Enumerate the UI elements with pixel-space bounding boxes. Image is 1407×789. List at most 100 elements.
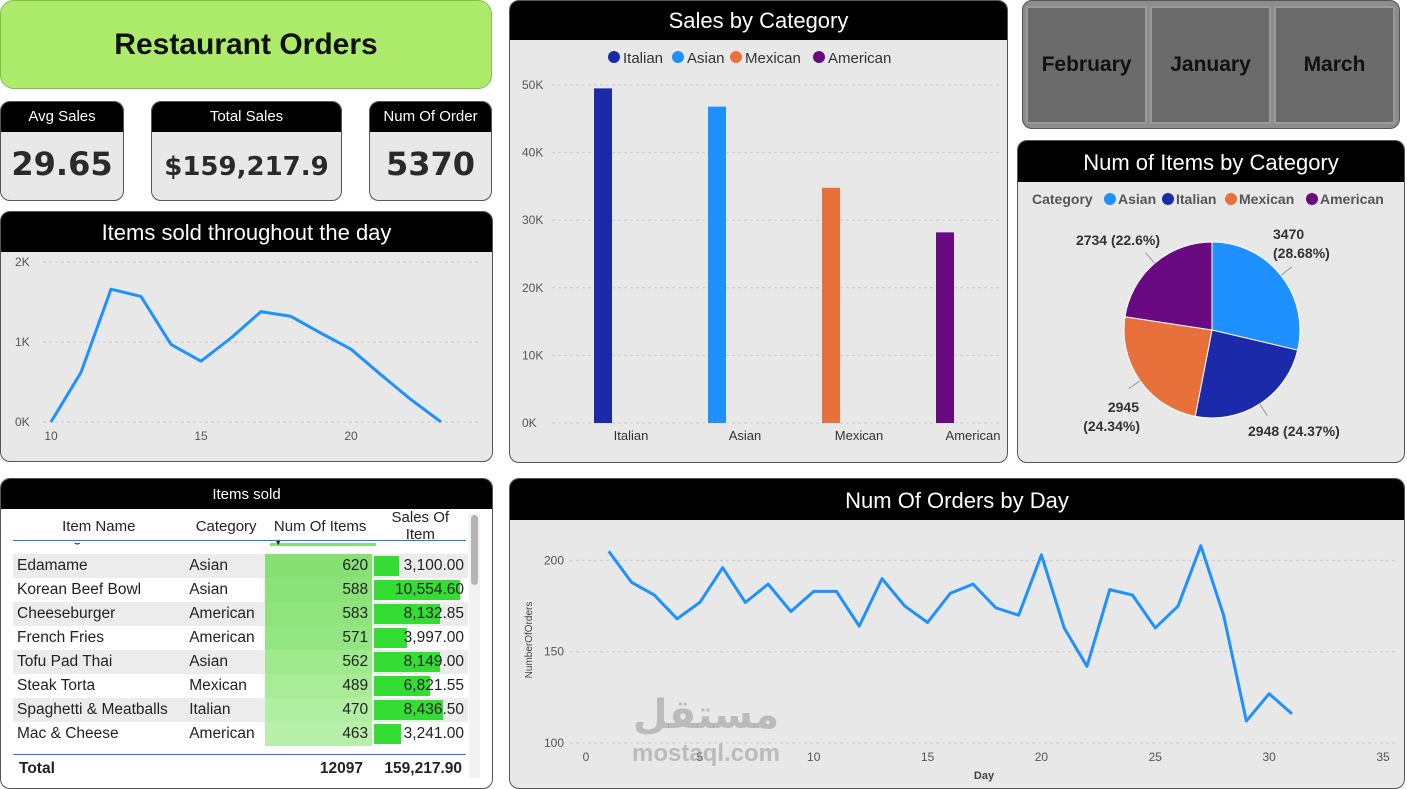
table-row[interactable]: Spaghetti & Meatballs Italian 470 8,436.50 <box>13 698 468 722</box>
table-row[interactable]: Tofu Pad Thai Asian 562 8,149.00 <box>13 650 468 674</box>
total-sales: 159,217.90 <box>384 760 462 777</box>
legend-label: Mexican <box>1239 191 1294 207</box>
category-cell: Asian <box>185 650 266 674</box>
num-items-cell: 588 <box>265 578 373 602</box>
sales-value: 8,149.00 <box>403 653 464 670</box>
y-tick-label: 0K <box>15 415 30 429</box>
category-cell: American <box>185 722 266 746</box>
bar-american <box>936 232 954 423</box>
x-tick-label: Italian <box>614 428 649 443</box>
x-tick-label: 15 <box>921 750 935 764</box>
sales-databar <box>374 628 407 648</box>
sales-cell: 8,132.85 <box>372 602 468 626</box>
num-items-cell: 463 <box>265 722 373 746</box>
num-items-cell: 571 <box>265 626 373 650</box>
y-tick-label: 200 <box>544 553 564 567</box>
pie-data-label: 2948 (24.37%) <box>1248 423 1340 439</box>
label-leader <box>1280 266 1293 276</box>
table-row[interactable]: Steak Torta Mexican 489 6,821.55 <box>13 674 468 698</box>
table-row[interactable]: Cheeseburger American 583 8,132.85 <box>13 602 468 626</box>
items-by-category-chart: Category Asian Italian Mexican American 3470 (… <box>1032 191 1384 439</box>
column-header-num-items[interactable]: Num Of Items ▼ <box>267 509 373 547</box>
table-row[interactable]: Korean Beef Bowl Asian 588 10,554.60 <box>13 578 468 602</box>
legend-label: Asian <box>1118 191 1156 207</box>
item-name-cell: Tofu Pad Thai <box>13 650 186 674</box>
column-header-sales[interactable]: Sales Of Item <box>372 509 468 543</box>
total-sales-card: Total Sales $159,217.9 <box>151 101 342 201</box>
sales-by-category-chart: Italian Asian Mexican American 0K 10K 20K 30K 40… <box>522 50 1001 443</box>
table-scrollbar[interactable] <box>469 513 480 778</box>
avg-sales-card: Avg Sales 29.65 <box>0 101 124 201</box>
num-items-cell: 562 <box>265 650 373 674</box>
pie-data-label: (28.68%) <box>1273 245 1330 261</box>
orders-by-day-panel: Num Of Orders by Day 100 150 200 0 5 10 15 20 25… <box>509 478 1405 789</box>
table-row[interactable]: Edamame Asian 620 3,100.00 <box>13 554 468 578</box>
items-sold-table-body: Edamame Asian 620 3,100.00 Korean Beef Bowl A… <box>13 554 468 746</box>
column-header-category[interactable]: Category <box>184 509 268 543</box>
column-header-item-name[interactable]: Item Name <box>13 509 185 543</box>
sales-value: 10,554.60 <box>395 581 464 598</box>
legend-marker <box>1104 193 1116 205</box>
x-tick-label: 20 <box>344 429 358 443</box>
x-tick-label: 15 <box>194 429 208 443</box>
sales-databar <box>374 652 441 672</box>
items-by-hour-title: Items sold throughout the day <box>1 212 492 252</box>
sales-value: 3,241.00 <box>403 725 464 742</box>
legend-marker <box>672 51 684 63</box>
month-button-march[interactable]: March <box>1274 6 1395 124</box>
legend-label: American <box>1320 191 1384 207</box>
pie-slice-mexican <box>1123 316 1213 417</box>
category-cell: American <box>185 602 266 626</box>
category-cell: Asian <box>185 554 266 578</box>
table-row[interactable]: Mac & Cheese American 463 3,241.00 <box>13 722 468 746</box>
sales-value: 3,100.00 <box>403 557 464 574</box>
table-row[interactable]: French Fries American 571 3,997.00 <box>13 626 468 650</box>
item-name-cell: Steak Torta <box>13 674 186 698</box>
x-tick-label: American <box>946 428 1001 443</box>
month-button-february[interactable]: February <box>1026 6 1147 124</box>
month-slicer: February January March <box>1022 0 1400 129</box>
legend-label: American <box>828 50 891 67</box>
x-tick-label: Mexican <box>835 428 883 443</box>
sales-databar <box>374 580 461 600</box>
num-items-cell: 583 <box>265 602 373 626</box>
legend-marker <box>813 51 825 63</box>
y-tick-label: 100 <box>544 736 564 750</box>
total-label: Total <box>19 760 55 777</box>
x-tick-label: 5 <box>697 750 704 764</box>
sales-value: 3,997.00 <box>403 629 464 646</box>
sales-cell: 3,241.00 <box>372 722 468 746</box>
label-leader <box>1145 252 1156 264</box>
label-leader <box>1259 403 1268 416</box>
y-tick-label: 1K <box>15 335 30 349</box>
pie-slice-american <box>1124 241 1213 331</box>
label-leader <box>1128 380 1141 390</box>
item-name-cell: Korean Beef Bowl <box>13 578 186 602</box>
y-tick-label: 10K <box>522 348 543 362</box>
item-name-cell: Mac & Cheese <box>13 722 186 746</box>
month-button-january[interactable]: January <box>1150 6 1271 124</box>
items-by-category-panel: Num of Items by Category Category Asian It… <box>1017 140 1405 463</box>
y-tick-label: 150 <box>544 645 564 659</box>
sales-value: 8,132.85 <box>403 605 464 622</box>
x-axis-title: Day <box>974 770 995 782</box>
items-line <box>49 287 442 424</box>
avg-sales-value: 29.65 <box>11 145 113 183</box>
y-tick-label: 20K <box>522 281 543 295</box>
sales-databar <box>374 724 401 744</box>
x-tick-label: 0 <box>583 750 590 764</box>
pie-data-label: 2734 (22.6%) <box>1076 232 1160 248</box>
pie-slice-italian <box>1194 329 1299 419</box>
total-sales-value: $159,217.9 <box>164 152 329 182</box>
category-cell: Mexican <box>185 674 266 698</box>
sales-databar <box>374 556 400 576</box>
num-items-cell: 620 <box>265 554 373 578</box>
x-tick-label: Asian <box>729 428 762 443</box>
y-tick-label: 0K <box>522 416 537 430</box>
pie-data-label: 2945 <box>1108 399 1139 415</box>
table-scrollbar-thumb[interactable] <box>471 515 478 585</box>
legend-marker <box>1225 193 1237 205</box>
x-tick-label: 25 <box>1149 750 1163 764</box>
y-tick-label: 30K <box>522 213 543 227</box>
legend-label: Italian <box>623 50 663 67</box>
